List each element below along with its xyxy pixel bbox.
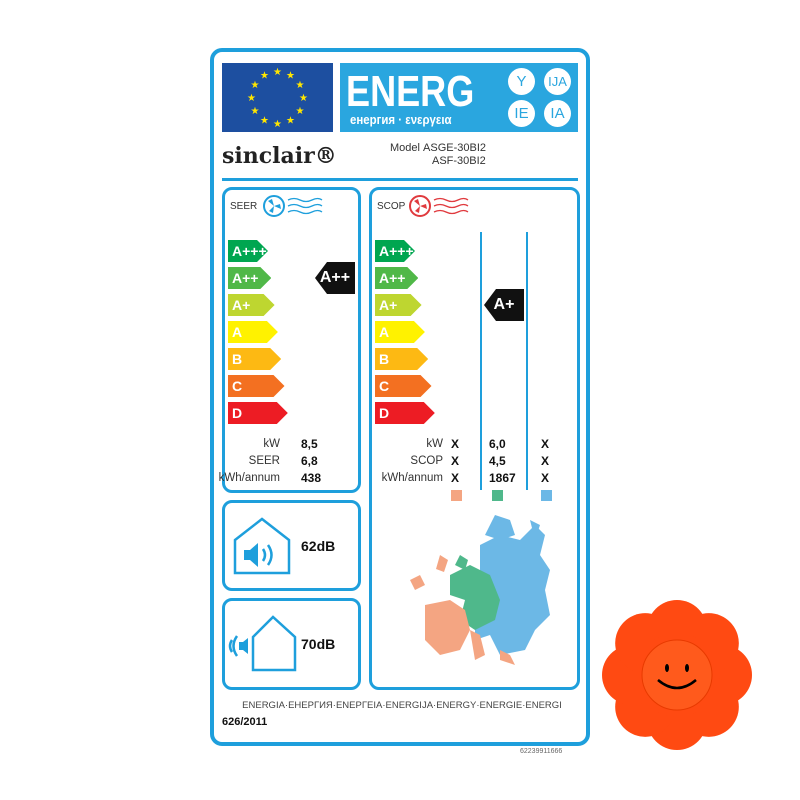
energy-class-bar: A+++	[228, 240, 268, 262]
energy-class-bar: A+	[375, 294, 422, 316]
product-code: 62239911666	[520, 748, 563, 755]
eu-flag: ★ ★ ★ ★ ★ ★ ★ ★ ★ ★ ★ ★	[222, 63, 333, 132]
energy-class-bar: A+	[228, 294, 275, 316]
seer-title: SEER	[230, 201, 258, 212]
indoor-noise-icon	[233, 517, 291, 575]
regulation-number: 626/2011	[222, 716, 268, 728]
svg-text:★: ★	[299, 93, 308, 104]
heating-value: X	[451, 437, 460, 451]
outdoor-noise-panel	[222, 598, 361, 690]
heating-value: X	[451, 471, 460, 485]
divider	[222, 178, 578, 181]
svg-text:★: ★	[250, 106, 259, 117]
climate-zone-swatch	[492, 490, 503, 501]
svg-text:★: ★	[286, 116, 295, 127]
heating-label: kWh/annum	[381, 472, 443, 484]
energy-class-bar: B	[375, 348, 428, 370]
indoor-noise-panel	[222, 500, 361, 591]
svg-text:★: ★	[296, 80, 305, 91]
lang-circle: IA	[544, 100, 571, 127]
energy-class-bar: D	[228, 402, 288, 424]
cooling-value: 8,5	[301, 437, 318, 451]
energy-class-bar: D	[375, 402, 435, 424]
lang-circle: IJA	[544, 68, 571, 95]
heating-value: 6,0	[489, 437, 506, 451]
indoor-noise-value: 62dB	[301, 538, 336, 554]
model-outdoor: ASF-30BI2	[432, 155, 486, 167]
model-indoor: ASGE-30BI2	[423, 142, 487, 154]
column-divider	[526, 232, 528, 490]
heating-panel	[369, 187, 580, 690]
svg-text:★: ★	[286, 70, 295, 81]
energ-title: ENERG	[346, 67, 475, 116]
energ-subtitle: енергия · ενεργεια	[350, 112, 452, 127]
svg-text:★: ★	[273, 119, 282, 130]
svg-text:★: ★	[260, 70, 269, 81]
svg-text:★: ★	[247, 93, 256, 104]
heating-label: SCOP	[410, 455, 443, 467]
heating-value: 4,5	[489, 454, 506, 468]
brand-logo: sinclair®	[222, 143, 337, 169]
model-info: Model ASGE-30BI2 ASF-30BI2	[390, 142, 486, 168]
lang-circle: Y	[508, 68, 535, 95]
scop-title: SCOP	[377, 201, 406, 212]
flower-sticker	[602, 600, 752, 750]
heating-value: X	[541, 437, 550, 451]
climate-zone-swatch	[541, 490, 552, 501]
climate-zone-swatch	[451, 490, 462, 501]
heating-value: X	[541, 471, 550, 485]
fan-heating-icon	[409, 195, 469, 217]
svg-text:★: ★	[260, 116, 269, 127]
cooling-value: 6,8	[301, 454, 318, 468]
energy-class-bar: B	[228, 348, 281, 370]
cooling-value: 438	[301, 471, 322, 485]
outdoor-noise-icon	[228, 615, 297, 672]
energy-class-bar: C	[228, 375, 285, 397]
europe-climate-map	[410, 515, 550, 665]
energy-class-bar: A	[375, 321, 425, 343]
energy-label	[210, 48, 590, 746]
heating-value: X	[541, 454, 550, 468]
footer-languages: ENERGIA·ЕНЕРГИЯ·ΕΝΕΡΓΕΙΑ·ENERGIJA·ENERGY…	[242, 700, 562, 711]
cooling-panel	[222, 187, 361, 493]
svg-text:★: ★	[296, 106, 305, 117]
energy-class-bar: A++	[228, 267, 271, 289]
energy-class-bar: A++	[375, 267, 418, 289]
cooling-label: SEER	[248, 455, 280, 467]
energy-header: ENERG енергия · ενεργεια Y IJA IE IA	[340, 63, 578, 132]
model-label: Model	[390, 142, 420, 154]
column-divider	[480, 232, 482, 490]
svg-text:★: ★	[250, 80, 259, 91]
energy-class-bar: C	[375, 375, 432, 397]
energy-class-bar: A	[228, 321, 278, 343]
svg-text:★: ★	[273, 67, 282, 78]
cooling-label: kWh/annum	[218, 472, 280, 484]
lang-circle: IE	[508, 100, 535, 127]
cooling-label: kW	[263, 438, 280, 450]
heating-value: X	[451, 454, 460, 468]
fan-cooling-icon	[263, 195, 323, 217]
energy-class-bar: A+++	[375, 240, 415, 262]
heating-label: kW	[426, 438, 443, 450]
outdoor-noise-value: 70dB	[301, 636, 336, 652]
heating-value: 1867	[489, 471, 516, 485]
